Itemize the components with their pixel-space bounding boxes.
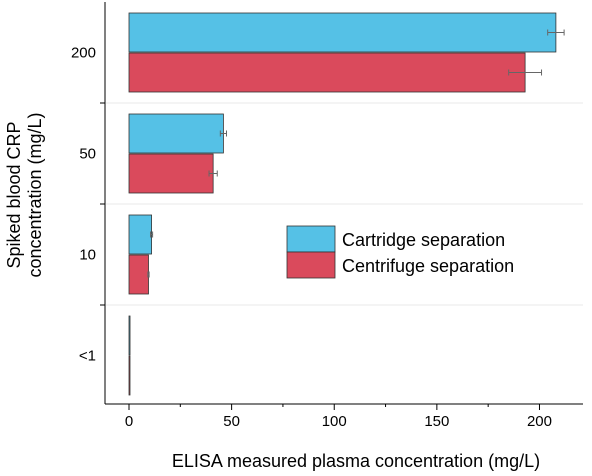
- bar: [128, 355, 131, 396]
- x-tick-label: 50: [223, 413, 240, 430]
- bar: [128, 315, 131, 356]
- bar: [128, 12, 557, 53]
- bar: [128, 113, 224, 154]
- y-tick-label: 50: [79, 146, 96, 163]
- legend-label: Centrifuge separation: [342, 256, 514, 276]
- y-axis-title: Spiked blood CRP concentration (mg/L): [4, 112, 45, 277]
- legend-swatch: [286, 225, 336, 253]
- y-axis-title-line-2: concentration (mg/L): [25, 112, 45, 277]
- y-axis-title-line-1: Spiked blood CRP: [4, 121, 24, 268]
- y-tick-label: <1: [79, 348, 96, 365]
- bar: [128, 153, 214, 194]
- x-axis-title: ELISA measured plasma concentration (mg/…: [172, 451, 540, 471]
- legend: Cartridge separation Centrifuge separatio…: [286, 225, 514, 279]
- x-tick-label: 150: [424, 413, 449, 430]
- legend-swatch: [286, 251, 336, 279]
- x-tick-label: 0: [125, 413, 133, 430]
- legend-label: Cartridge separation: [342, 230, 505, 250]
- bar: [128, 214, 152, 255]
- bar: [128, 52, 526, 93]
- bar: [128, 254, 149, 295]
- x-tick-label: 200: [527, 413, 552, 430]
- y-tick-label: 200: [71, 45, 96, 62]
- x-tick-label: 100: [322, 413, 347, 430]
- y-tick-label: 10: [79, 247, 96, 264]
